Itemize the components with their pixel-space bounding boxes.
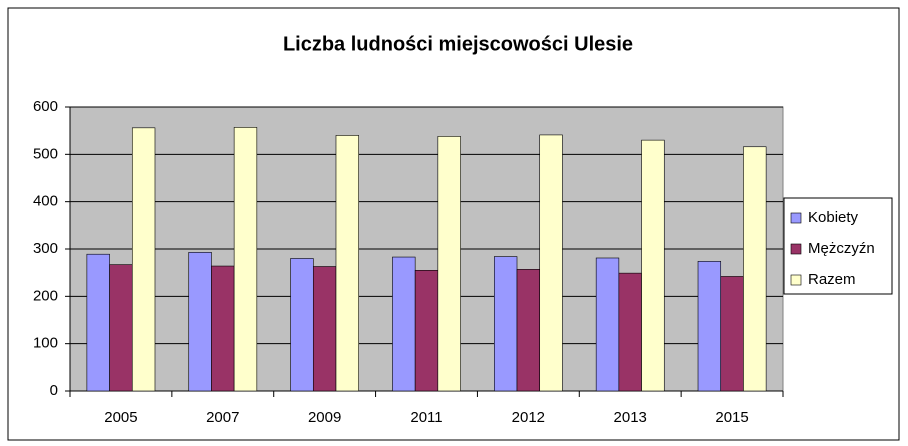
bar <box>641 139 665 392</box>
bar <box>720 276 744 392</box>
bar <box>335 135 359 392</box>
legend-label: Razem <box>808 271 856 288</box>
bar <box>437 136 461 392</box>
legend-label: Mężczyźn <box>808 240 875 257</box>
y-tick-label: 300 <box>33 240 58 257</box>
bar <box>743 146 767 392</box>
y-tick-label: 200 <box>33 287 58 304</box>
y-tick-label: 600 <box>33 98 58 115</box>
legend-swatch <box>790 243 802 255</box>
y-tick-label: 500 <box>33 145 58 162</box>
bar <box>618 272 642 392</box>
legend-swatch <box>790 212 802 224</box>
x-tick-label: 2012 <box>512 409 545 426</box>
x-tick-label: 2015 <box>715 409 748 426</box>
legend-label: Kobiety <box>808 209 859 226</box>
bar <box>539 134 563 392</box>
bar <box>86 253 110 392</box>
bar <box>211 265 235 392</box>
x-tick-label: 2007 <box>206 409 239 426</box>
x-tick-label: 2011 <box>410 409 442 426</box>
y-tick-label: 100 <box>33 335 58 352</box>
bar <box>697 261 722 392</box>
bar <box>290 258 314 392</box>
chart-title: Liczba ludności miejscowości Ulesie <box>283 33 633 55</box>
x-tick-label: 2009 <box>308 409 341 426</box>
bar <box>312 266 337 392</box>
x-tick-label: 2013 <box>614 409 647 426</box>
bar <box>392 256 416 392</box>
bar <box>109 264 133 392</box>
bar <box>188 252 212 392</box>
y-tick-label: 400 <box>33 193 58 210</box>
y-tick-label: 0 <box>50 382 58 399</box>
bar <box>414 269 439 392</box>
legend <box>783 197 893 295</box>
x-tick-label: 2005 <box>104 409 137 426</box>
bar <box>516 269 541 392</box>
bar <box>494 256 518 392</box>
bar <box>131 127 156 392</box>
bar <box>595 257 620 392</box>
legend-swatch <box>790 274 802 286</box>
bar <box>233 127 258 392</box>
